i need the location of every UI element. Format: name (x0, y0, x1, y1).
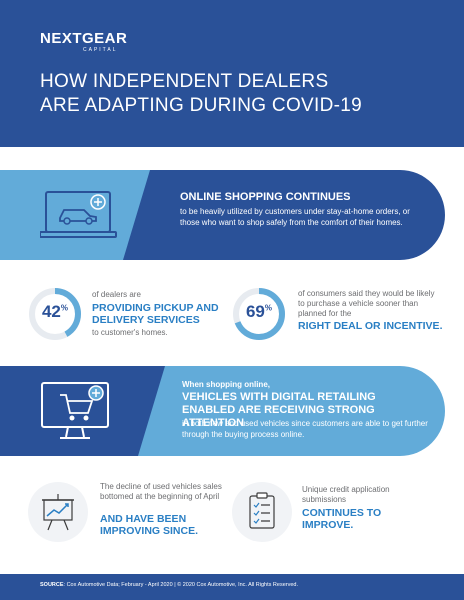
digital-retailing-band (0, 366, 445, 456)
used-sales-highlight: AND HAVE BEEN IMPROVING SINCE. (100, 513, 199, 537)
laptop-car-icon (40, 191, 117, 238)
stat-69-ring (233, 288, 285, 340)
stat-42-percent: 42% (41, 302, 69, 321)
stat-42-intro: of dealers are (92, 290, 141, 299)
logo: NEXTGEAR (40, 30, 128, 47)
stat-69-percent: 69% (245, 302, 273, 321)
online-shopping-headline: ONLINE SHOPPING CONTINUES (180, 191, 351, 203)
title-line-2: ARE ADAPTING DURING COVID-19 (40, 95, 362, 116)
online-shopping-body: to be heavily utilized by customers unde… (180, 207, 410, 227)
stat-42-ring (29, 288, 81, 340)
digital-headline: VEHICLES WITH DIGITAL RETAILING ENABLED … (182, 391, 376, 429)
used-sales-intro: The decline of used vehicles sales botto… (100, 482, 222, 501)
stat-69-intro: of consumers said they would be likely t… (298, 289, 435, 318)
monitor-cart-icon (41, 382, 109, 439)
title-line-1: HOW INDEPENDENT DEALERS (40, 71, 329, 92)
stat-69-highlight: RIGHT DEAL OR INCENTIVE. (298, 320, 443, 332)
digital-lead: When shopping online, (182, 380, 270, 389)
credit-highlight: CONTINUES TO IMPROVE. (302, 507, 382, 531)
stat-69-ring-fill (233, 288, 285, 340)
digital-body: in both new and used vehicles since cust… (182, 419, 428, 439)
footer-source-label: SOURCE (40, 582, 64, 588)
stat-42-ring-fill (29, 288, 81, 340)
stat-42-highlight: PROVIDING PICKUP AND DELIVERY SERVICES (92, 302, 219, 326)
stat-42-outro: to customer's homes. (92, 328, 168, 337)
footer: SOURCE: Cox Automotive Data; February - … (0, 574, 464, 600)
chart-board-icon (28, 482, 88, 542)
footer-source-text: : Cox Automotive Data; February - April … (63, 582, 298, 588)
header-banner (0, 0, 464, 147)
credit-intro: Unique credit application submissions (302, 485, 390, 504)
page-title: HOW INDEPENDENT DEALERS ARE ADAPTING DUR… (40, 70, 362, 118)
clipboard-icon (232, 482, 292, 542)
logo-subtitle: CAPITAL (83, 47, 118, 53)
